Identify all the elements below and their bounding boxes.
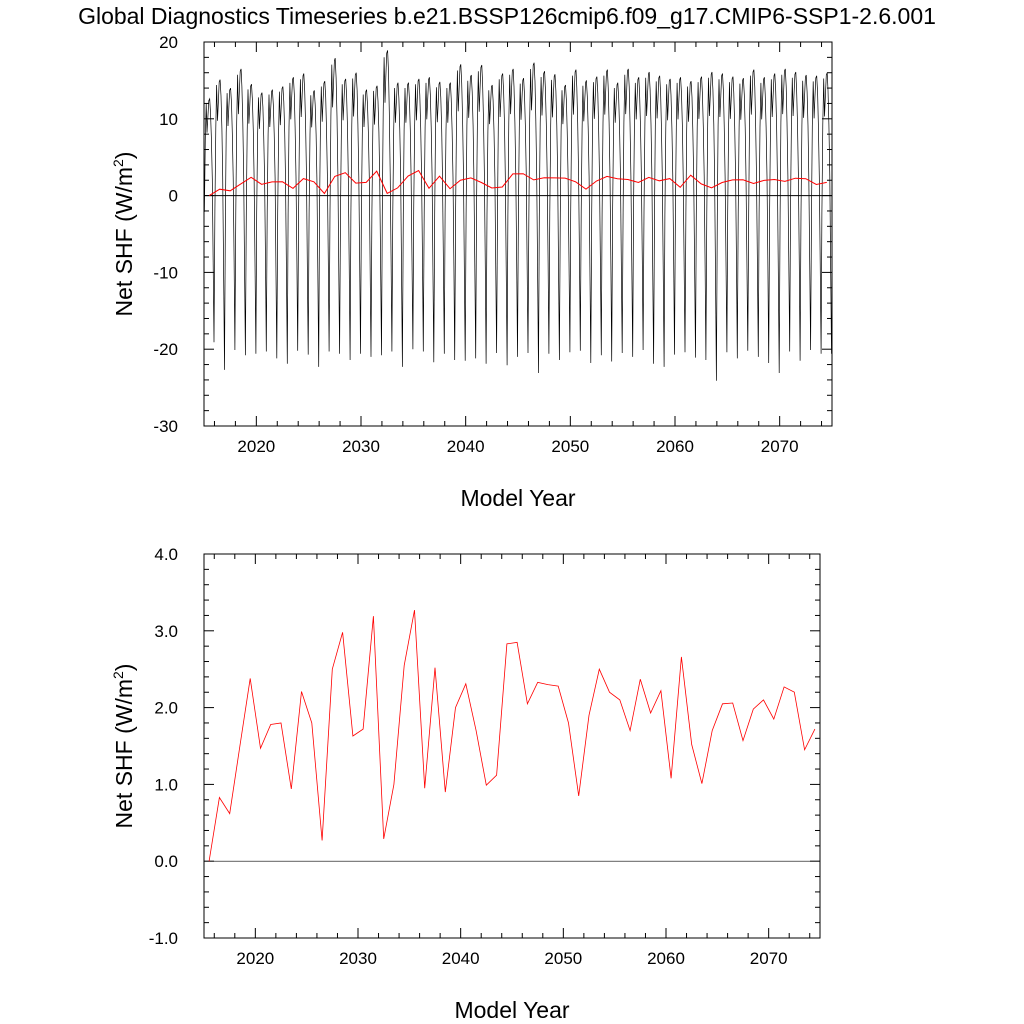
y-tick-label: -30	[153, 417, 178, 436]
y-axis-title-close: )	[111, 152, 137, 160]
y-tick-label: 2.0	[154, 699, 178, 718]
x-tick-label: 2020	[236, 949, 274, 968]
x-axis-title: Model Year	[460, 485, 575, 511]
plot-frame	[203, 41, 833, 427]
y-tick-label: 1.0	[154, 775, 178, 794]
x-tick-label: 2040	[447, 437, 485, 456]
y-axis-title: Net SHF (W/m2)	[110, 664, 137, 829]
x-tick-label: 2070	[761, 437, 799, 456]
bottom-panel-annual-mean: 2020 2030 2040 2050 2060 2070 -1.0 0.0 1.0 2.0 3.0…	[110, 545, 821, 1023]
y-tick-label: 0	[169, 187, 178, 206]
y-tick-label: 3.0	[154, 622, 178, 641]
x-tick-label: 2020	[237, 437, 275, 456]
y-tick-label: -1.0	[149, 929, 178, 948]
y-tick-label: 20	[159, 33, 178, 52]
x-axis-title: Model Year	[454, 997, 569, 1023]
monthly-series-line	[204, 50, 832, 381]
y-axis-title-close: )	[111, 664, 137, 672]
plot-frame	[203, 553, 821, 939]
y-tick-label: -20	[153, 340, 178, 359]
y-axis-title: Net SHF (W/m2)	[110, 152, 137, 317]
x-tick-label: 2070	[750, 949, 788, 968]
top-panel-timeseries: 2020 2030 2040 2050 2060 2070 -30 -20 -10 0 10 20 Mo…	[110, 33, 833, 511]
x-tick-label: 2030	[339, 949, 377, 968]
annual-mean-series-line	[208, 169, 827, 197]
x-tick-label: 2050	[544, 949, 582, 968]
y-axis-title-text: Net SHF (W/m	[111, 679, 137, 829]
x-tick-label: 2030	[342, 437, 380, 456]
annual-mean-series-line	[208, 610, 816, 862]
x-tick-label: 2050	[551, 437, 589, 456]
y-tick-label: -10	[153, 263, 178, 282]
x-tick-label: 2060	[656, 437, 694, 456]
figure-title: Global Diagnostics Timeseries b.e21.BSSP…	[78, 3, 936, 29]
data-layer	[208, 610, 816, 862]
x-tick-label: 2040	[442, 949, 480, 968]
y-tick-label: 0.0	[154, 852, 178, 871]
y-axis-title-superscript: 2	[110, 159, 126, 167]
y-axis-title-text: Net SHF (W/m	[111, 167, 137, 317]
y-axis-title-superscript: 2	[110, 671, 126, 679]
data-layer	[204, 50, 832, 381]
y-tick-label: 4.0	[154, 545, 178, 564]
x-tick-label: 2060	[647, 949, 685, 968]
y-tick-label: 10	[159, 110, 178, 129]
